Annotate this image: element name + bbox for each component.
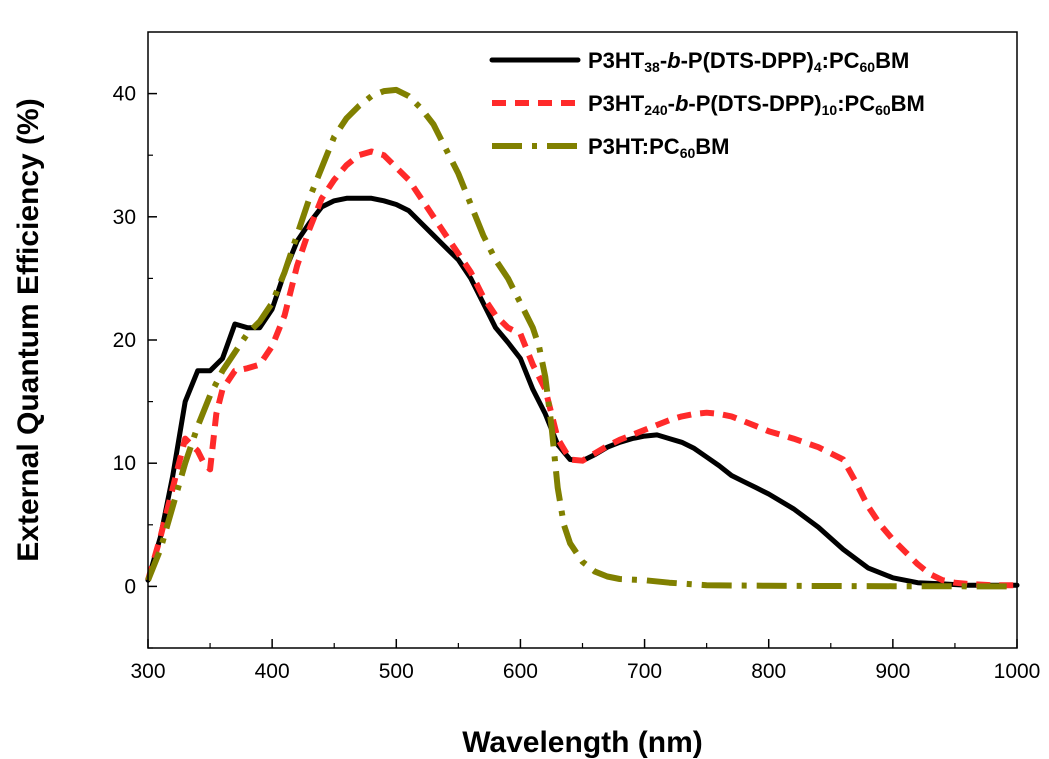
- y-axis-title: External Quantum Efficiency (%): [12, 98, 45, 561]
- series-lines: [145, 86, 1020, 590]
- x-tick-label: 500: [379, 660, 414, 683]
- x-tick-label: 700: [627, 660, 662, 683]
- legend-label-2: P3HT240-b-P(DTS-DPP)10:PC60BM: [588, 91, 925, 118]
- legend: P3HT38-b-P(DTS-DPP)4:PC60BM P3HT240-b-P(D…: [489, 48, 925, 161]
- series-line-3: [145, 86, 1018, 590]
- series-line-2: [145, 148, 1017, 589]
- y-tick-label: 40: [113, 83, 136, 106]
- x-tick-label: 900: [875, 660, 910, 683]
- y-tick-label: 30: [113, 206, 136, 229]
- legend-label-3: P3HT:PC60BM: [588, 134, 729, 161]
- y-tick-label: 20: [113, 329, 136, 352]
- legend-label-1: P3HT38-b-P(DTS-DPP)4:PC60BM: [588, 48, 909, 75]
- y-tick-label: 10: [113, 452, 136, 475]
- series-line-1: [145, 195, 1020, 588]
- x-axis-title: Wavelength (nm): [462, 726, 703, 759]
- x-tick-label: 300: [130, 660, 165, 683]
- x-tick-label: 1000: [994, 660, 1041, 683]
- y-tick-label: 0: [124, 575, 136, 598]
- x-tick-label: 800: [751, 660, 786, 683]
- x-tick-label: 600: [503, 660, 538, 683]
- axis-ticks: 300 400 500 600 700 800 900 1000 0 10 20 30 40: [113, 83, 1041, 683]
- x-tick-label: 400: [255, 660, 290, 683]
- plot-frame: [147, 31, 1018, 649]
